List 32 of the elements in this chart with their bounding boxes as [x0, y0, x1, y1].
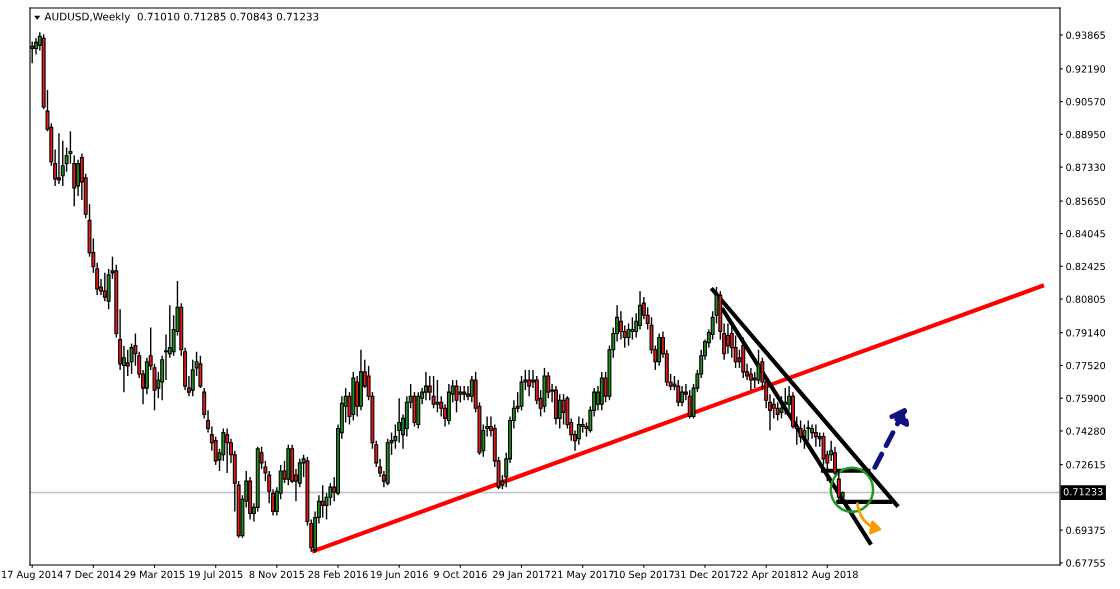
- y-tick-label: 0.85650: [1066, 197, 1106, 205]
- x-tick-label: 7 Dec 2014: [66, 570, 121, 579]
- chart-title: AUDUSD,Weekly 0.71010 0.71285 0.70843 0.71233: [44, 12, 319, 23]
- y-tick-label: 0.82425: [1066, 262, 1105, 271]
- x-tick-label: 28 Feb 2016: [308, 570, 368, 579]
- x-tick-label: 31 Dec 2017: [674, 570, 736, 579]
- x-tick-label: 29 Jan 2017: [493, 570, 550, 580]
- y-tick-label: 0.69375: [1066, 526, 1105, 534]
- y-tick-label: 0.90570: [1066, 98, 1106, 106]
- y-tick-label: 0.72615: [1066, 461, 1105, 469]
- x-tick-label: 22 Apr 2018: [736, 570, 796, 580]
- y-tick-label: 0.80805: [1066, 295, 1105, 303]
- y-tick-label: 0.74280: [1066, 427, 1106, 435]
- x-tick-label: 17 Aug 2014: [2, 570, 63, 580]
- x-tick-label: 19 Jun 2016: [371, 570, 428, 580]
- y-tick-label: 0.92190: [1066, 65, 1106, 73]
- y-tick-label: 0.84045: [1066, 230, 1105, 238]
- x-tick-label: 12 Aug 2018: [797, 570, 858, 580]
- y-tick-label: 0.88950: [1066, 130, 1106, 139]
- y-tick-label: 0.77520: [1066, 361, 1106, 370]
- y-tick-label: 0.75900: [1066, 394, 1106, 403]
- y-tick-label: 0.67755: [1066, 559, 1105, 567]
- x-tick-label: 10 Sep 2017: [614, 570, 674, 580]
- x-tick-label: 8 Nov 2015: [249, 570, 305, 579]
- x-tick-label: 21 May 2017: [551, 570, 614, 580]
- y-tick-label: 0.79140: [1066, 329, 1106, 337]
- ref-line-label: 0.71233: [1063, 488, 1103, 496]
- x-tick-label: 9 Oct 2016: [434, 570, 487, 579]
- x-tick-label: 19 Jul 2015: [189, 570, 243, 580]
- y-tick-label: 0.87330: [1066, 163, 1106, 171]
- x-tick-label: 29 Mar 2015: [124, 570, 185, 579]
- y-tick-label: 0.93865: [1066, 31, 1105, 39]
